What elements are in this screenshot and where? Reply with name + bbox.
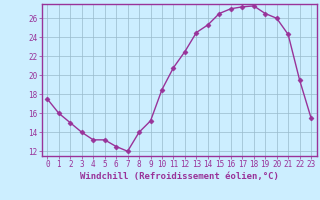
X-axis label: Windchill (Refroidissement éolien,°C): Windchill (Refroidissement éolien,°C)	[80, 172, 279, 181]
